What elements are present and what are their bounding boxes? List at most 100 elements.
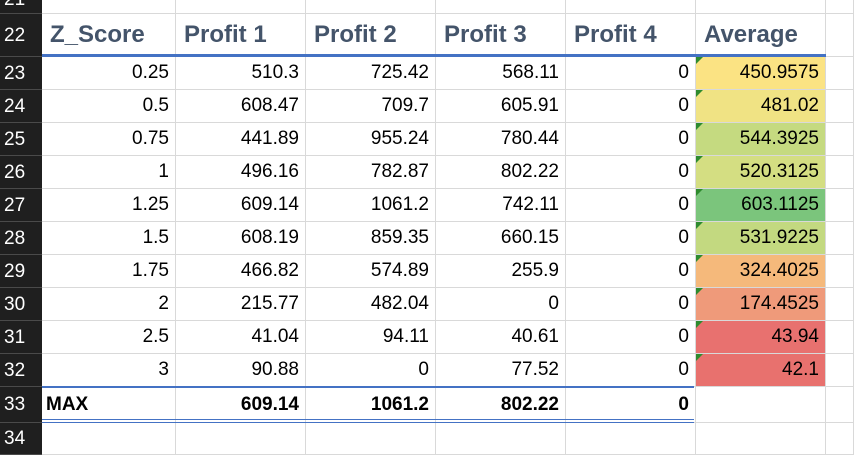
data-cell[interactable]: 2 xyxy=(42,288,176,321)
average-cell[interactable]: 481.02 xyxy=(696,90,826,123)
row-header-29[interactable]: 29 xyxy=(0,255,42,288)
data-cell[interactable]: 1.25 xyxy=(42,189,176,222)
cell-empty[interactable] xyxy=(826,156,854,189)
row-header-28[interactable]: 28 xyxy=(0,222,42,255)
data-cell[interactable]: 709.7 xyxy=(306,90,436,123)
data-cell[interactable]: 660.15 xyxy=(436,222,566,255)
cell-empty[interactable] xyxy=(826,123,854,156)
column-header-average[interactable]: Average xyxy=(696,14,826,57)
data-cell[interactable]: 496.16 xyxy=(176,156,306,189)
data-cell[interactable]: 0 xyxy=(306,354,436,387)
row-header-34[interactable]: 34 xyxy=(0,423,42,455)
cell-empty[interactable] xyxy=(696,387,826,423)
data-cell[interactable]: 0 xyxy=(566,57,696,90)
row-header-30[interactable]: 30 xyxy=(0,288,42,321)
row-header-33[interactable]: 33 xyxy=(0,387,42,423)
data-cell[interactable]: 0 xyxy=(566,123,696,156)
data-cell[interactable]: 3 xyxy=(42,354,176,387)
row-header-21[interactable]: 21 xyxy=(0,0,42,14)
cell-empty[interactable] xyxy=(826,57,854,90)
cell-empty[interactable] xyxy=(566,423,696,455)
average-cell[interactable]: 43.94 xyxy=(696,321,826,354)
data-cell[interactable]: 441.89 xyxy=(176,123,306,156)
average-cell[interactable]: 603.1125 xyxy=(696,189,826,222)
data-cell[interactable]: 0.5 xyxy=(42,90,176,123)
row-header-24[interactable]: 24 xyxy=(0,90,42,123)
data-cell[interactable]: 802.22 xyxy=(436,156,566,189)
data-cell[interactable]: 0 xyxy=(436,288,566,321)
data-cell[interactable]: 955.24 xyxy=(306,123,436,156)
average-cell[interactable]: 324.4025 xyxy=(696,255,826,288)
data-cell[interactable]: 0 xyxy=(566,156,696,189)
cell-empty[interactable] xyxy=(176,423,306,455)
data-cell[interactable]: 466.82 xyxy=(176,255,306,288)
data-cell[interactable]: 0 xyxy=(566,222,696,255)
cell-empty[interactable] xyxy=(826,354,854,387)
cell-empty[interactable] xyxy=(436,423,566,455)
column-header-profit-2[interactable]: Profit 2 xyxy=(306,14,436,57)
cell-empty[interactable] xyxy=(696,0,826,14)
data-cell[interactable]: 0.25 xyxy=(42,57,176,90)
row-header-27[interactable]: 27 xyxy=(0,189,42,222)
data-cell[interactable]: 1061.2 xyxy=(306,189,436,222)
cell-empty[interactable] xyxy=(436,0,566,14)
max-label[interactable]: MAX xyxy=(42,387,176,423)
average-cell[interactable]: 42.1 xyxy=(696,354,826,387)
data-cell[interactable]: 94.11 xyxy=(306,321,436,354)
row-header-31[interactable]: 31 xyxy=(0,321,42,354)
cell-empty[interactable] xyxy=(826,255,854,288)
max-value[interactable]: 0 xyxy=(566,387,696,423)
cell-empty[interactable] xyxy=(826,423,854,455)
max-value[interactable]: 802.22 xyxy=(436,387,566,423)
cell-empty[interactable] xyxy=(826,222,854,255)
data-cell[interactable]: 255.9 xyxy=(436,255,566,288)
cell-empty[interactable] xyxy=(306,0,436,14)
data-cell[interactable]: 77.52 xyxy=(436,354,566,387)
column-header-profit-4[interactable]: Profit 4 xyxy=(566,14,696,57)
cell-empty[interactable] xyxy=(826,288,854,321)
data-cell[interactable]: 1.75 xyxy=(42,255,176,288)
data-cell[interactable]: 742.11 xyxy=(436,189,566,222)
average-cell[interactable]: 531.9225 xyxy=(696,222,826,255)
row-header-22[interactable]: 22 xyxy=(0,14,42,57)
column-header-profit-3[interactable]: Profit 3 xyxy=(436,14,566,57)
data-cell[interactable]: 510.3 xyxy=(176,57,306,90)
data-cell[interactable]: 725.42 xyxy=(306,57,436,90)
data-cell[interactable]: 574.89 xyxy=(306,255,436,288)
data-cell[interactable]: 2.5 xyxy=(42,321,176,354)
cell-empty[interactable] xyxy=(566,0,696,14)
data-cell[interactable]: 608.19 xyxy=(176,222,306,255)
column-header-z-score[interactable]: Z_Score xyxy=(42,14,176,57)
cell-empty[interactable] xyxy=(826,90,854,123)
cell-empty[interactable] xyxy=(826,14,854,57)
average-cell[interactable]: 174.4525 xyxy=(696,288,826,321)
cell-empty[interactable] xyxy=(42,0,176,14)
data-cell[interactable]: 782.87 xyxy=(306,156,436,189)
data-cell[interactable]: 605.91 xyxy=(436,90,566,123)
data-cell[interactable]: 1.5 xyxy=(42,222,176,255)
data-cell[interactable]: 0.75 xyxy=(42,123,176,156)
row-header-32[interactable]: 32 xyxy=(0,354,42,387)
data-cell[interactable]: 40.61 xyxy=(436,321,566,354)
data-cell[interactable]: 0 xyxy=(566,354,696,387)
data-cell[interactable]: 0 xyxy=(566,321,696,354)
data-cell[interactable]: 90.88 xyxy=(176,354,306,387)
data-cell[interactable]: 568.11 xyxy=(436,57,566,90)
cell-empty[interactable] xyxy=(826,0,854,14)
data-cell[interactable]: 780.44 xyxy=(436,123,566,156)
data-cell[interactable]: 482.04 xyxy=(306,288,436,321)
column-header-profit-1[interactable]: Profit 1 xyxy=(176,14,306,57)
cell-empty[interactable] xyxy=(826,189,854,222)
data-cell[interactable]: 1 xyxy=(42,156,176,189)
cell-empty[interactable] xyxy=(176,0,306,14)
data-cell[interactable]: 859.35 xyxy=(306,222,436,255)
data-cell[interactable]: 0 xyxy=(566,189,696,222)
data-cell[interactable]: 0 xyxy=(566,288,696,321)
cell-empty[interactable] xyxy=(696,423,826,455)
data-cell[interactable]: 0 xyxy=(566,90,696,123)
average-cell[interactable]: 450.9575 xyxy=(696,57,826,90)
cell-empty[interactable] xyxy=(826,321,854,354)
max-value[interactable]: 1061.2 xyxy=(306,387,436,423)
data-cell[interactable]: 41.04 xyxy=(176,321,306,354)
row-header-26[interactable]: 26 xyxy=(0,156,42,189)
